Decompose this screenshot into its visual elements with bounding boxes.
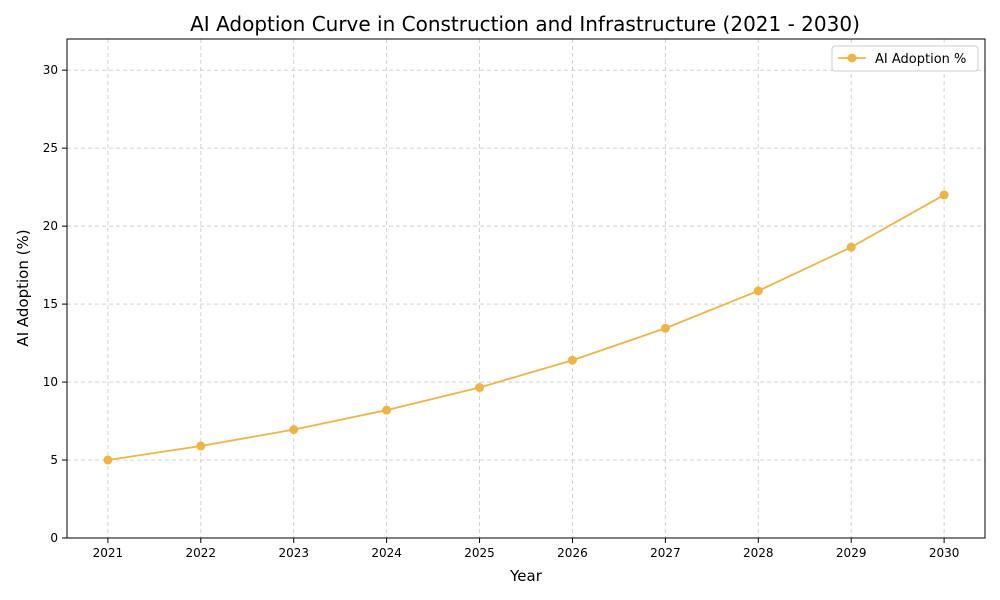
x-tick-label: 2026 [557,546,588,560]
data-point [567,355,577,365]
x-tick-label: 2024 [371,546,402,560]
y-tick-label: 15 [43,297,58,311]
series-line [107,194,945,461]
data-point [753,286,763,296]
data-point [475,383,485,393]
data-point [289,425,299,435]
y-tick-label: 0 [50,531,58,545]
data-point [196,441,206,451]
grid [67,39,985,539]
x-tick-label: 2021 [93,546,124,560]
y-tick-label: 20 [43,219,58,233]
x-tick-label: 2028 [743,546,774,560]
x-tick-label: 2030 [929,546,960,560]
plot-frame [66,38,986,539]
data-point [103,455,113,465]
legend: AI Adoption % [831,45,979,72]
y-tick-label: 25 [43,141,58,155]
data-point [660,323,670,333]
y-tick-label: 10 [43,375,58,389]
data-point [939,190,949,200]
x-tick-label: 2029 [836,546,867,560]
x-tick-label: 2025 [464,546,495,560]
ticks: 2021 2022 2023 2024 2025 2026 2027 2028 2029 2030… [43,63,960,560]
chart-title: AI Adoption Curve in Construction and In… [190,12,860,36]
y-tick-label: 5 [50,453,58,467]
x-axis-label: Year [509,567,543,585]
series-layer [103,190,949,465]
data-point [846,242,856,252]
x-tick-label: 2027 [650,546,681,560]
x-tick-label: 2023 [278,546,309,560]
y-axis-label: AI Adoption (%) [14,229,32,346]
y-tick-label: 30 [43,63,58,77]
legend-box [831,45,979,72]
data-point [382,405,392,415]
legend-label: AI Adoption % [875,52,966,67]
x-tick-label: 2022 [186,546,217,560]
legend-marker [847,53,857,63]
